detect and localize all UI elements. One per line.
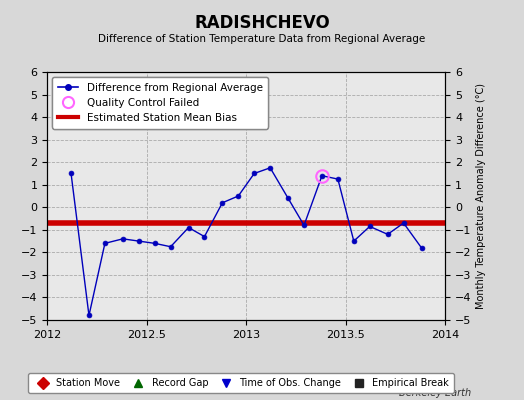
Text: Difference of Station Temperature Data from Regional Average: Difference of Station Temperature Data f… <box>99 34 425 44</box>
Text: RADISHCHEVO: RADISHCHEVO <box>194 14 330 32</box>
Legend: Difference from Regional Average, Quality Control Failed, Estimated Station Mean: Difference from Regional Average, Qualit… <box>52 77 268 128</box>
Text: Berkeley Earth: Berkeley Earth <box>399 388 472 398</box>
Y-axis label: Monthly Temperature Anomaly Difference (°C): Monthly Temperature Anomaly Difference (… <box>476 83 486 309</box>
Legend: Station Move, Record Gap, Time of Obs. Change, Empirical Break: Station Move, Record Gap, Time of Obs. C… <box>28 374 454 393</box>
